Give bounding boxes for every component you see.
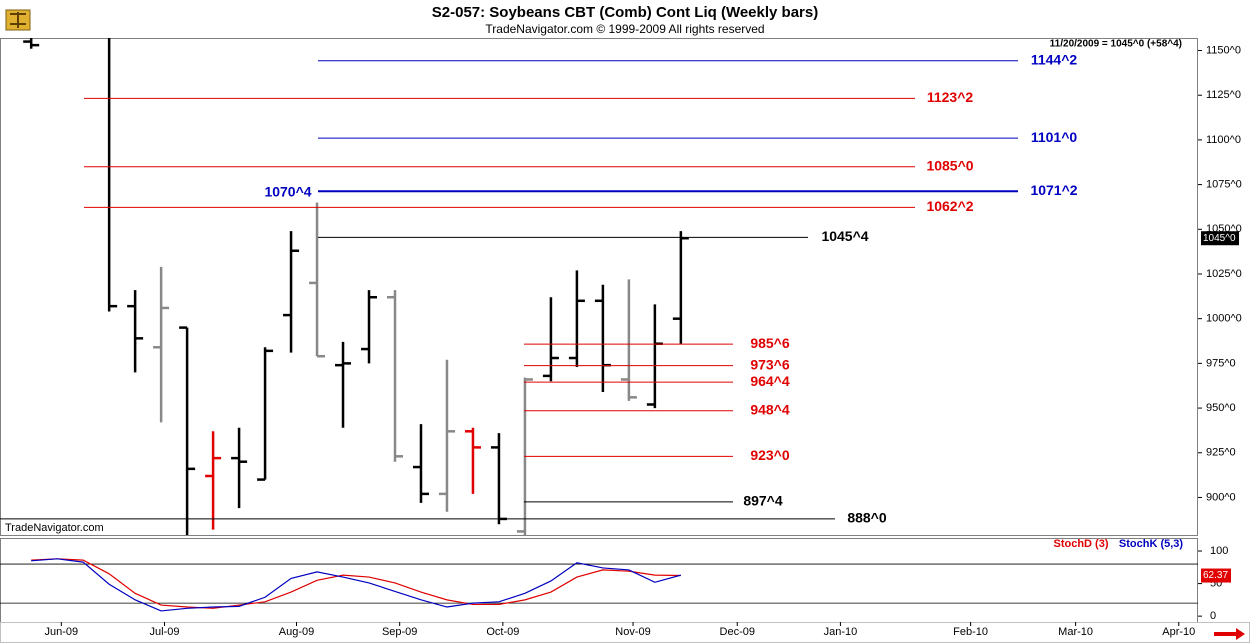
y-tick-label: 100 [1210, 545, 1228, 557]
x-tick-label: Nov-09 [615, 626, 650, 638]
y-tick-label: 1025^0 [1206, 268, 1242, 280]
y-tick-label: 1150^0 [1206, 44, 1241, 56]
chart-title: S2-057: Soybeans CBT (Comb) Cont Liq (We… [432, 4, 818, 21]
stoch-line [31, 558, 682, 612]
main-plot [23, 38, 689, 535]
marker-label: 1070^4 [264, 183, 311, 199]
level-label: 1085^0 [926, 157, 973, 173]
last-annotation: 11/20/2009 = 1045^0 (+58^4) [1050, 39, 1182, 50]
y-tick-label: 1125^0 [1206, 89, 1241, 101]
y-tick-label: 900^0 [1206, 491, 1236, 503]
logo-icon [5, 9, 31, 31]
y-tick-label: 0 [1210, 610, 1216, 622]
x-tick-label: Oct-09 [486, 626, 519, 638]
x-tick-label: Apr-10 [1162, 626, 1195, 638]
y-tick-label: 1075^0 [1206, 179, 1242, 191]
level-label: 1071^2 [1030, 182, 1077, 198]
y-tick-label: 975^0 [1206, 357, 1236, 369]
chart-subtitle: TradeNavigator.com © 1999-2009 All right… [485, 22, 764, 36]
y-tick-label: 1100^0 [1206, 134, 1241, 146]
x-tick-label: Sep-09 [382, 626, 417, 638]
watermark: TradeNavigator.com [5, 522, 104, 534]
level-label: 1045^4 [821, 228, 868, 244]
level-label: 888^0 [847, 510, 887, 526]
level-label: 923^0 [750, 447, 790, 463]
stoch-plot [0, 558, 1198, 612]
x-tick-label: Mar-10 [1058, 626, 1093, 638]
level-label: 1123^2 [927, 89, 974, 105]
last-value-box [1201, 568, 1231, 583]
level-label: 1101^0 [1031, 129, 1078, 145]
main-panel [0, 38, 1198, 536]
x-tick-label: Dec-09 [720, 626, 755, 638]
stoch-line [31, 558, 681, 609]
y-tick-label: 925^0 [1206, 447, 1236, 459]
y-tick-label: 1000^0 [1206, 313, 1242, 325]
x-tick-label: Aug-09 [279, 626, 314, 638]
x-tick-label: Feb-10 [953, 626, 988, 638]
level-label: 1144^2 [1031, 51, 1078, 67]
level-label: 948^4 [750, 401, 790, 417]
level-label: 973^6 [750, 356, 790, 372]
last-value-label: 62.37 [1203, 570, 1228, 581]
x-tick-label: Jul-09 [150, 626, 180, 638]
last-price-label: 1045^0 [1203, 233, 1236, 244]
x-tick-label: Jun-09 [45, 626, 79, 638]
last-price-box [1201, 231, 1239, 246]
legend-label: StochD (3) [1054, 538, 1109, 550]
level-label: 1062^2 [926, 198, 973, 214]
level-label: 897^4 [743, 493, 783, 509]
x-tick-label: Jan-10 [824, 626, 858, 638]
level-label: 964^4 [750, 373, 790, 389]
y-tick-label: 950^0 [1206, 402, 1236, 414]
legend-label: StochK (5,3) [1119, 538, 1184, 550]
scroll-arrow[interactable] [1214, 628, 1245, 640]
level-label: 985^6 [750, 335, 790, 351]
stoch-panel [0, 538, 1198, 623]
